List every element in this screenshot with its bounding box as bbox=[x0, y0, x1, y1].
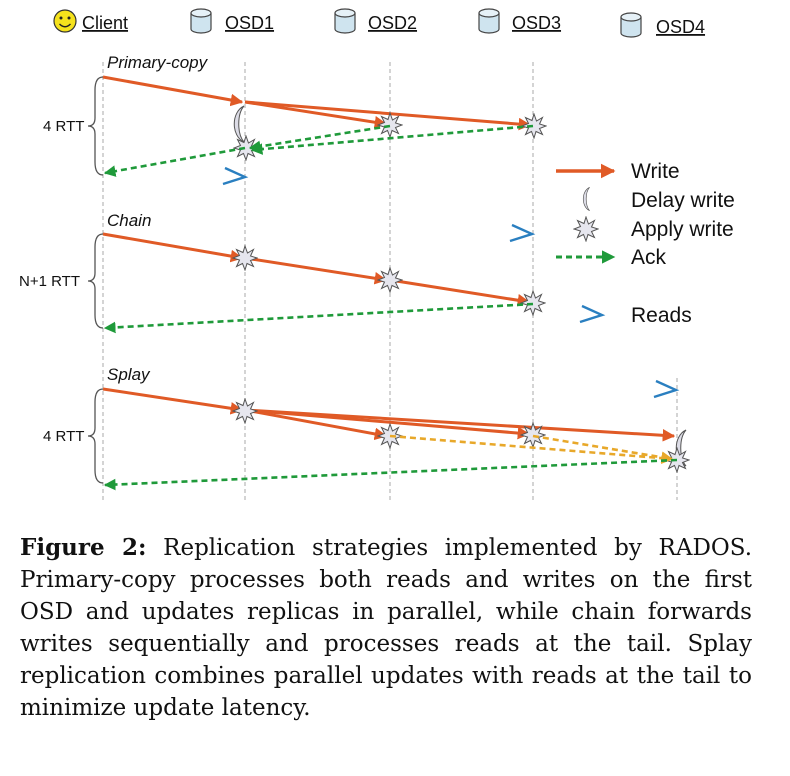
database-icon bbox=[334, 8, 356, 34]
rtt-brace bbox=[87, 76, 104, 176]
primary-copy-section: Primary-copy 4 RTT bbox=[43, 53, 547, 186]
read-icon bbox=[221, 166, 247, 186]
rtt-label: 4 RTT bbox=[43, 118, 84, 135]
delay-write-icon bbox=[233, 105, 245, 143]
legend-apply-write-label: Apply write bbox=[631, 218, 734, 241]
legend-ack-label: Ack bbox=[631, 246, 667, 269]
legend-write: Write bbox=[556, 160, 680, 183]
legend-delay-write-label: Delay write bbox=[631, 189, 735, 212]
caption-text: Replication strategies implemented by RA… bbox=[20, 535, 752, 721]
primary-copy-label: Primary-copy bbox=[107, 53, 209, 72]
read-icon bbox=[578, 304, 604, 324]
splay-section: Splay 4 RTT bbox=[43, 365, 690, 491]
chain-section: Chain N+1 RTT bbox=[19, 211, 546, 334]
osd3-label: OSD3 bbox=[512, 13, 561, 33]
ack-arrow bbox=[250, 124, 534, 155]
legend-reads: Reads bbox=[578, 304, 692, 327]
replication-diagram: Client OSD1 OSD2 OSD3 OSD4 Primary-copy … bbox=[19, 8, 735, 500]
write-arrow bbox=[244, 100, 388, 129]
figure-label: Figure 2: bbox=[20, 534, 147, 561]
database-icon bbox=[620, 12, 642, 38]
read-icon bbox=[652, 379, 678, 399]
splay-label: Splay bbox=[107, 365, 151, 384]
rtt-label: N+1 RTT bbox=[19, 273, 80, 290]
header-osd4: OSD4 bbox=[620, 12, 705, 38]
legend-delay-write: Delay write bbox=[582, 186, 735, 212]
write-arrow bbox=[102, 75, 244, 107]
rtt-brace bbox=[87, 233, 104, 329]
client-label: Client bbox=[82, 13, 128, 33]
legend-ack: Ack bbox=[556, 246, 667, 269]
apply-write-icon bbox=[232, 245, 258, 271]
write-arrow bbox=[102, 232, 244, 263]
forward-arrow bbox=[532, 434, 674, 464]
apply-write-icon bbox=[573, 216, 599, 242]
ack-arrow bbox=[103, 146, 246, 177]
apply-write-icon bbox=[233, 135, 259, 161]
legend-reads-label: Reads bbox=[631, 304, 692, 327]
write-arrow bbox=[244, 408, 676, 442]
apply-write-icon bbox=[377, 267, 403, 293]
write-arrow bbox=[102, 387, 244, 415]
write-arrow bbox=[244, 408, 388, 441]
header-client: Client bbox=[53, 9, 128, 33]
chain-label: Chain bbox=[107, 211, 151, 230]
database-icon bbox=[190, 8, 212, 34]
osd1-label: OSD1 bbox=[225, 13, 274, 33]
figure-caption: Figure 2: Replication strategies impleme… bbox=[20, 532, 752, 724]
smiley-icon bbox=[53, 9, 77, 33]
database-icon bbox=[478, 8, 500, 34]
forward-arrow bbox=[389, 434, 674, 464]
apply-write-icon bbox=[521, 113, 547, 139]
osd4-label: OSD4 bbox=[656, 17, 705, 37]
apply-write-icon bbox=[377, 112, 403, 138]
apply-write-icon bbox=[520, 290, 546, 316]
apply-write-icon bbox=[232, 398, 258, 424]
write-arrow bbox=[244, 100, 532, 131]
legend: Write Delay write Apply write Ack Reads bbox=[556, 160, 735, 327]
header-osd2: OSD2 bbox=[334, 8, 417, 34]
rtt-label: 4 RTT bbox=[43, 428, 84, 445]
ack-arrow bbox=[248, 124, 391, 153]
write-arrow bbox=[389, 278, 531, 307]
write-arrow bbox=[244, 256, 388, 285]
header-osd1: OSD1 bbox=[190, 8, 274, 34]
legend-write-label: Write bbox=[631, 160, 680, 183]
osd2-label: OSD2 bbox=[368, 13, 417, 33]
rtt-brace bbox=[87, 388, 104, 484]
apply-write-icon bbox=[520, 422, 546, 448]
read-icon bbox=[508, 223, 534, 243]
ack-arrow bbox=[103, 458, 678, 491]
delay-write-icon bbox=[582, 186, 590, 212]
header-osd3: OSD3 bbox=[478, 8, 561, 34]
ack-arrow bbox=[103, 302, 534, 334]
legend-apply-write: Apply write bbox=[573, 216, 734, 242]
